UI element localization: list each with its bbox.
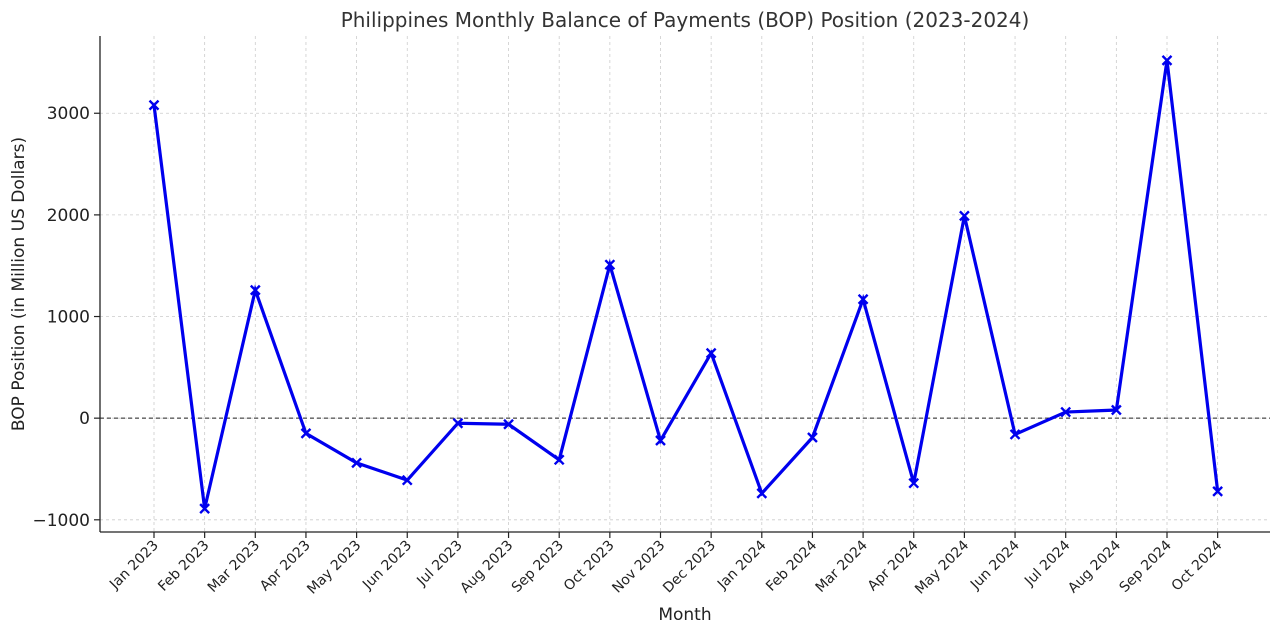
data-point-marker (959, 210, 970, 222)
data-point-marker (1009, 429, 1021, 440)
x-tick-label: Jan 2024 (714, 537, 770, 593)
y-tick-label: −1000 (32, 511, 90, 531)
x-tick-label: Feb 2024 (763, 537, 820, 594)
data-point-marker (857, 293, 869, 305)
data-point-marker (351, 457, 362, 469)
x-tick-label: Feb 2023 (155, 538, 212, 595)
x-tick-label: Jun 2023 (359, 538, 415, 594)
data-point-marker (705, 347, 717, 359)
x-tick-label: Dec 2023 (660, 538, 719, 597)
x-tick-label: Jun 2024 (967, 537, 1023, 593)
series-line (152, 60, 1220, 509)
y-tick-label: 1000 (47, 308, 90, 328)
data-point-marker (553, 454, 565, 466)
x-axis-label: Month (658, 605, 711, 625)
y-tick-label: 3000 (47, 104, 90, 124)
data-point-marker (249, 284, 261, 296)
data-point-marker (1111, 404, 1122, 416)
x-tick-label: Mar 2024 (813, 537, 871, 595)
x-tick-label: Jul 2023 (413, 538, 465, 590)
data-point-marker (807, 432, 818, 443)
series-layer (148, 55, 1223, 514)
x-tick-label: Oct 2024 (1169, 537, 1226, 594)
data-point-marker (452, 417, 464, 429)
x-tick-label: Sep 2024 (1117, 537, 1175, 595)
y-tick-label: 0 (79, 409, 90, 429)
y-tick-label: 2000 (47, 206, 90, 226)
x-tick-label: May 2024 (912, 537, 972, 597)
data-point-marker (655, 435, 666, 446)
y-axis-label: BOP Position (in Million US Dollars) (9, 137, 29, 431)
data-point-marker (908, 477, 920, 489)
data-point-marker (148, 99, 160, 111)
x-tick-label: Jul 2024 (1021, 537, 1073, 589)
data-point-marker (756, 488, 768, 499)
x-tick-label: Sep 2023 (509, 538, 567, 596)
data-point-marker (199, 503, 210, 514)
x-tick-label: Mar 2023 (205, 538, 263, 596)
data-point-marker (503, 418, 514, 430)
x-tick-label: Aug 2023 (457, 538, 516, 597)
x-tick-label: Aug 2024 (1065, 537, 1124, 596)
x-tick-label: May 2023 (304, 538, 364, 598)
data-point-marker (401, 474, 413, 486)
data-point-marker (300, 428, 312, 439)
chart-title: Philippines Monthly Balance of Payments … (341, 8, 1030, 32)
data-point-marker (1212, 485, 1223, 497)
data-point-marker (1060, 406, 1072, 418)
data-point-marker (1161, 55, 1173, 66)
grid-layer (100, 36, 1270, 532)
data-point-marker (604, 259, 616, 271)
x-tick-label: Jan 2023 (106, 538, 162, 594)
x-tick-label: Nov 2023 (609, 538, 668, 597)
